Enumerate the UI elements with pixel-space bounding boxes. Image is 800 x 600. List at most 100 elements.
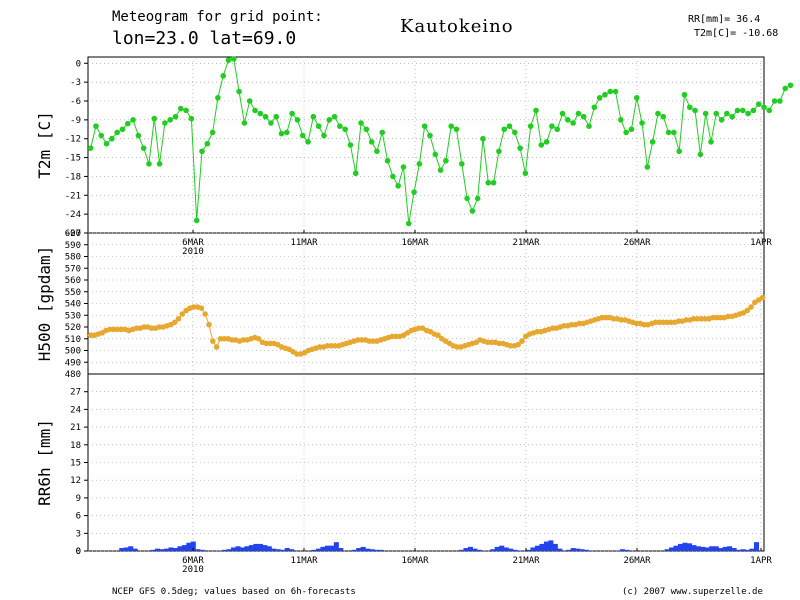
data-point: [639, 120, 645, 126]
data-point: [390, 173, 396, 180]
data-point: [586, 123, 592, 129]
precip-bar: [499, 545, 505, 551]
precip-bar: [624, 549, 630, 551]
precip-bar: [163, 548, 170, 551]
data-point: [748, 304, 754, 310]
y-tick-label: 18: [70, 441, 81, 451]
y-tick-label: -6: [70, 97, 81, 107]
data-point: [225, 57, 232, 63]
data-point: [411, 189, 417, 195]
precip-bar: [691, 545, 697, 551]
data-point: [697, 151, 704, 158]
precip-bar: [682, 542, 688, 551]
precip-bar: [356, 548, 362, 551]
data-point: [437, 167, 444, 173]
precip-bar: [700, 546, 706, 551]
data-point: [745, 110, 751, 117]
precip-bar: [128, 546, 134, 551]
data-point: [453, 126, 460, 133]
precip-bar: [186, 542, 192, 551]
precip-bar: [177, 546, 183, 551]
data-point: [777, 98, 783, 104]
y-tick-label: 12: [70, 476, 81, 486]
x-tick-label: 21MAR: [512, 238, 540, 248]
y-tick-label: -3: [70, 78, 81, 88]
x-tick-label: 21MAR: [512, 556, 540, 566]
precip-bar: [217, 550, 223, 551]
y-tick-label: 520: [65, 323, 81, 333]
data-point: [628, 126, 635, 133]
data-point: [702, 110, 709, 117]
y-axis-label: RR6h [mm]: [35, 419, 54, 506]
data-point: [167, 117, 173, 123]
precip-bar: [235, 546, 241, 551]
y-tick-label: 3: [76, 529, 81, 539]
data-point: [294, 117, 301, 123]
data-point: [206, 321, 212, 328]
data-point: [448, 123, 454, 129]
data-point: [310, 113, 317, 120]
data-point: [179, 311, 186, 317]
y-tick-label: -21: [65, 191, 81, 201]
precip-bar: [753, 542, 760, 551]
data-point: [665, 129, 672, 136]
data-point: [124, 120, 131, 127]
data-point: [771, 98, 778, 104]
y-tick-label: 550: [65, 288, 81, 298]
precip-bar: [365, 548, 371, 551]
precip-bar: [494, 546, 500, 551]
data-point: [623, 129, 629, 136]
data-point: [213, 344, 220, 350]
data-point: [565, 117, 571, 123]
y-tick-label: 0: [76, 547, 81, 557]
data-point: [612, 88, 619, 95]
precip-bar: [490, 549, 496, 551]
precip-bar: [280, 549, 286, 551]
data-point: [474, 195, 481, 202]
precip-bar: [539, 543, 545, 551]
data-point: [432, 151, 439, 158]
precip-bar: [727, 546, 733, 551]
data-point: [435, 332, 441, 339]
data-point: [374, 148, 380, 155]
data-point: [559, 110, 566, 117]
data-point: [692, 107, 698, 114]
data-point: [618, 117, 624, 123]
data-point: [103, 140, 110, 147]
precip-bar: [718, 548, 724, 551]
data-point: [570, 120, 576, 126]
precip-bar: [369, 549, 375, 551]
data-point: [549, 123, 555, 129]
data-point: [554, 126, 561, 133]
data-point: [257, 110, 264, 117]
y-tick-label: -24: [65, 210, 81, 220]
x-tick-year: 2010: [182, 565, 204, 575]
precip-bar: [575, 548, 581, 551]
y-tick-label: 590: [65, 241, 81, 251]
precip-bar: [458, 549, 465, 551]
precip-bar: [119, 548, 125, 551]
data-point: [98, 132, 105, 139]
data-point: [708, 139, 714, 145]
data-point: [289, 110, 295, 117]
precip-bar: [172, 548, 178, 551]
precip-bar: [669, 547, 675, 551]
precip-bar: [181, 545, 187, 551]
data-point: [246, 98, 253, 104]
data-point: [676, 148, 682, 155]
data-point: [512, 129, 518, 136]
data-point: [724, 110, 730, 117]
precip-bar: [467, 546, 473, 551]
y-tick-label: 600: [65, 229, 81, 239]
series-line: [90, 58, 791, 224]
data-point: [734, 107, 741, 114]
precip-bar: [472, 548, 478, 551]
y-tick-label: 580: [65, 253, 81, 263]
data-point: [146, 161, 152, 167]
y-tick-label: -12: [65, 135, 81, 145]
y-axis-label: T2m [C]: [35, 111, 54, 178]
precip-bar: [664, 549, 670, 551]
data-point: [210, 338, 216, 344]
precip-bar: [530, 547, 536, 551]
precip-bar: [476, 549, 482, 551]
